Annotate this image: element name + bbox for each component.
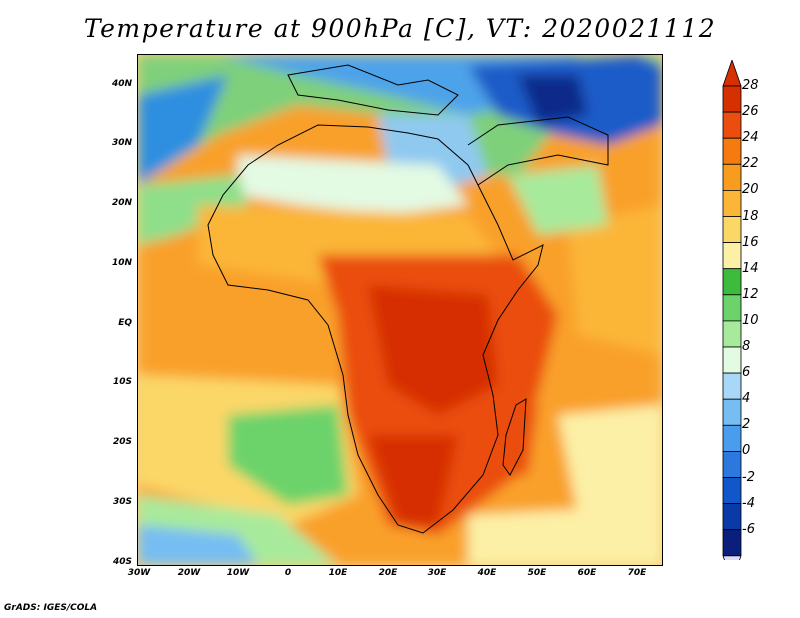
- colorbar-swatch: [722, 268, 742, 296]
- lon-label: 10W: [226, 568, 250, 578]
- map-title: Temperature at 900hPa [C], VT: 202002111…: [83, 14, 717, 43]
- colorbar-label: 28: [742, 78, 759, 93]
- lon-label: 0: [284, 568, 292, 578]
- colorbar-label: 0: [742, 443, 751, 459]
- colorbar-swatch: [722, 85, 742, 113]
- lon-label: 50E: [527, 568, 547, 578]
- colorbar-label: -2: [742, 469, 755, 485]
- lon-label: 20E: [378, 568, 398, 578]
- colorbar-label: 18: [742, 208, 759, 224]
- lat-label: 10N: [111, 258, 132, 268]
- colorbar-swatch: [722, 189, 742, 217]
- colorbar-label: 24: [742, 130, 759, 146]
- colorbar-swatch: [722, 242, 742, 270]
- lat-label: 40S: [112, 557, 132, 567]
- lon-label: 70E: [627, 568, 647, 578]
- colorbar-swatch: [722, 216, 742, 244]
- colorbar-label: -4: [742, 495, 755, 511]
- lat-label: 30N: [111, 138, 132, 148]
- colorbar-label: 4: [742, 391, 751, 407]
- colorbar-swatch: [722, 424, 742, 452]
- lon-label: 30W: [127, 568, 151, 578]
- colorbar-swatch: [722, 346, 742, 374]
- lat-label: 10S: [112, 377, 132, 387]
- colorbar-min-arrow: [722, 555, 742, 584]
- colorbar-label: 6: [742, 365, 751, 381]
- colorbar-swatch: [722, 111, 742, 139]
- colorbar-max-arrow: [722, 58, 742, 87]
- lon-label: 30E: [427, 568, 447, 578]
- colorbar-swatch: [722, 320, 742, 348]
- colorbar-label: -6: [742, 521, 755, 537]
- lon-label: 10E: [328, 568, 348, 578]
- lat-label: 30S: [112, 497, 132, 507]
- lon-label: 20W: [177, 568, 201, 578]
- colorbar-swatch: [722, 450, 742, 478]
- colorbar-label: 20: [742, 182, 759, 198]
- temperature-map: [137, 54, 663, 566]
- colorbar-swatch: [722, 137, 742, 165]
- colorbar-label: 16: [742, 234, 759, 250]
- colorbar-label: 22: [742, 156, 759, 172]
- lon-label: 40E: [477, 568, 497, 578]
- grads-credit: GrADS: IGES/COLA: [4, 603, 98, 613]
- colorbar-swatch: [722, 294, 742, 322]
- colorbar-label: 14: [742, 260, 759, 276]
- lat-label: 20S: [112, 437, 132, 447]
- colorbar-label: 8: [742, 339, 751, 354]
- colorbar-label: 2: [742, 417, 751, 433]
- lon-label: 60E: [577, 568, 597, 578]
- colorbar-swatch: [722, 163, 742, 191]
- colorbar-swatch: [722, 372, 742, 400]
- colorbar-swatch: [722, 398, 742, 426]
- colorbar-swatch: [722, 477, 742, 505]
- colorbar-swatch: [722, 529, 742, 557]
- colorbar-label: 10: [742, 312, 759, 328]
- lat-label: EQ: [118, 318, 132, 328]
- colorbar: [719, 58, 745, 584]
- colorbar-label: 26: [742, 104, 759, 120]
- lat-label: 40N: [111, 79, 132, 89]
- colorbar-label: 12: [742, 286, 759, 302]
- lat-label: 20N: [111, 198, 132, 208]
- colorbar-swatch: [722, 503, 742, 531]
